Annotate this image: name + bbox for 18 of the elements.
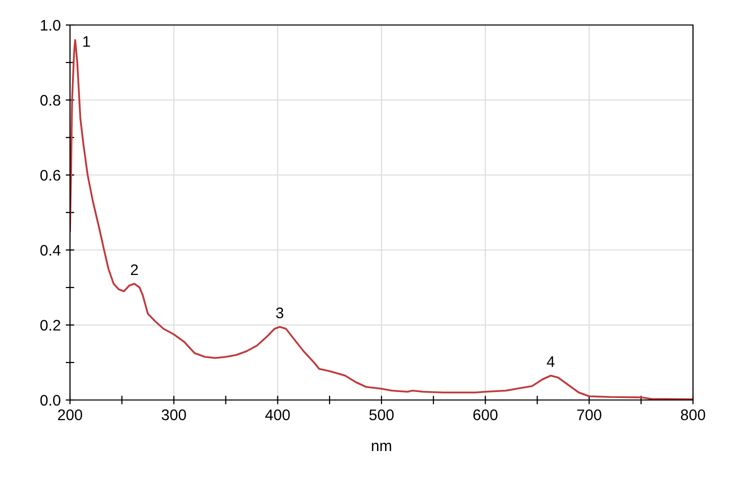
y-tick-label: 0.8	[40, 94, 60, 106]
x-tick-label: 200	[58, 409, 82, 420]
x-axis-title: nm	[372, 442, 392, 452]
y-tick-label: 0.4	[40, 244, 61, 256]
y-tick-label: 0.6	[40, 170, 60, 181]
y-tick-label: 1.0	[40, 20, 60, 31]
x-tick-label: 600	[473, 409, 498, 420]
x-tick-label: 300	[162, 409, 186, 420]
y-tick-label: 0.2	[40, 320, 60, 331]
y-tick-label: 0.0	[40, 394, 60, 406]
x-tick-label: 800	[680, 409, 706, 420]
x-tick-label: 700	[577, 409, 602, 420]
x-tick-label: 500	[369, 409, 394, 420]
x-tick-label: 400	[265, 409, 290, 420]
annotation: 1	[83, 36, 90, 47]
annotation: 2	[130, 264, 138, 276]
annotation: 3	[276, 307, 284, 318]
annotation: 4	[546, 356, 555, 367]
